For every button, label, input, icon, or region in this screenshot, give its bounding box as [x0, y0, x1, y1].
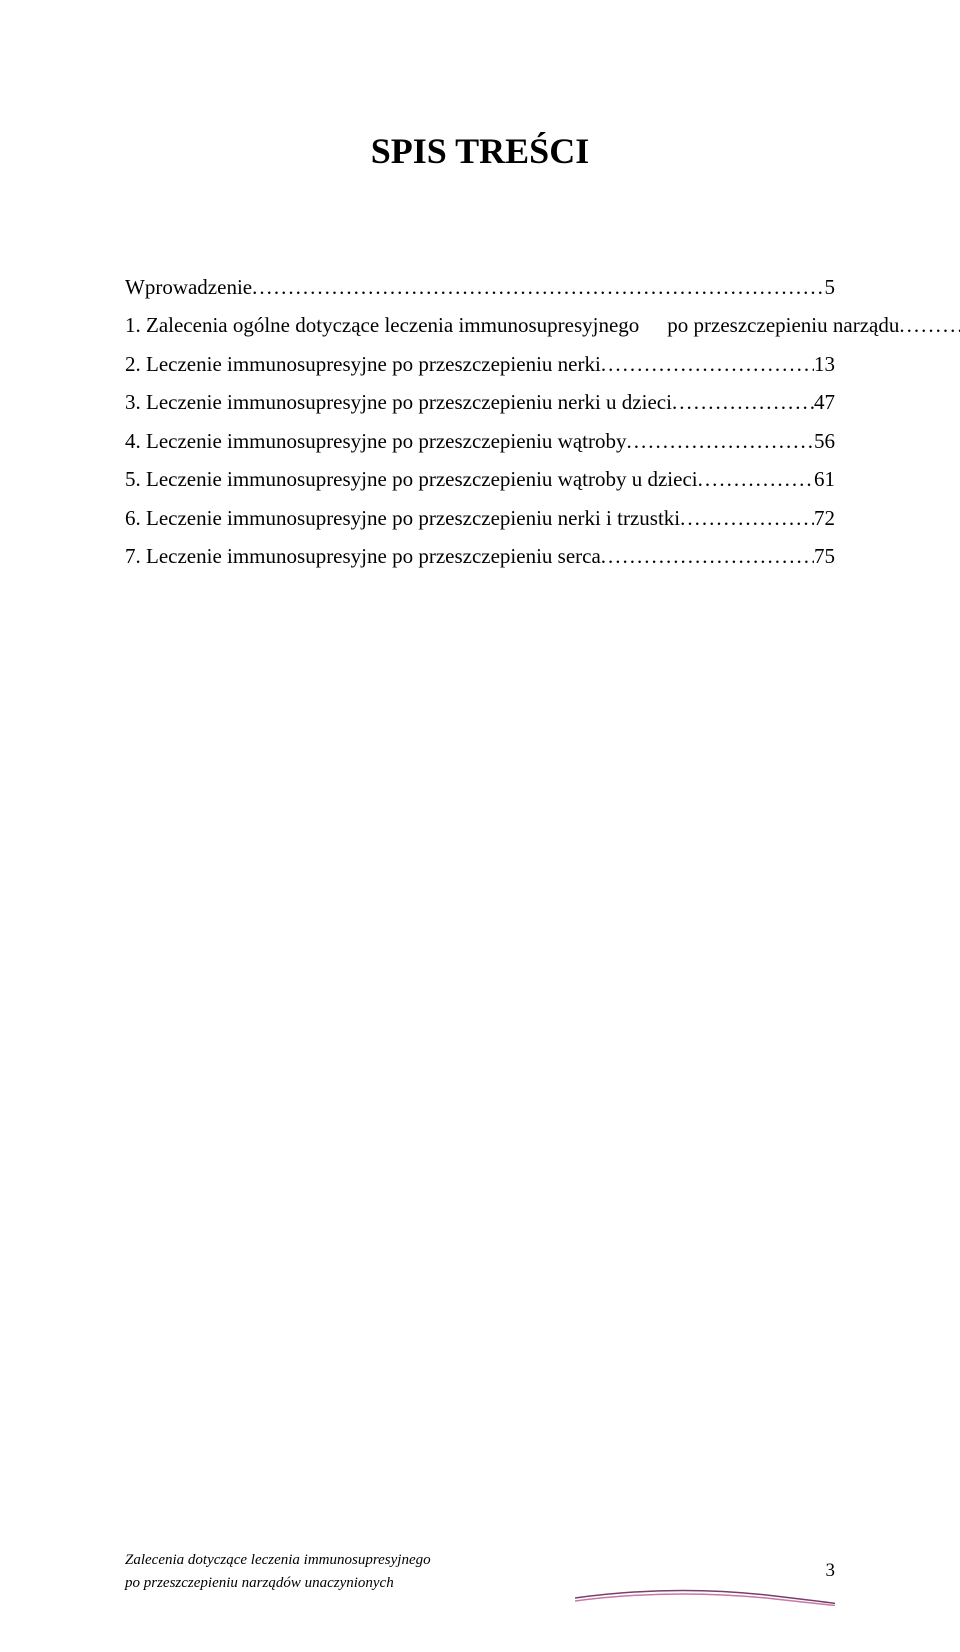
toc-entry: 7. Leczenie immunosupresyjne po przeszcz… — [125, 541, 835, 571]
toc-entry-page: 75 — [814, 541, 835, 571]
toc-entry-page: 5 — [825, 272, 836, 302]
toc-dots: ........................................… — [899, 310, 960, 340]
toc-entry: 2. Leczenie immunosupresyjne po przeszcz… — [125, 349, 835, 379]
toc-entry-label: 2. Leczenie immunosupresyjne po przeszcz… — [125, 349, 601, 379]
toc-entry-page: 13 — [814, 349, 835, 379]
toc-entry: 4. Leczenie immunosupresyjne po przeszcz… — [125, 426, 835, 456]
toc-entry: Wprowadzenie ...........................… — [125, 272, 835, 302]
toc-entry-label: Wprowadzenie — [125, 272, 252, 302]
toc-dots: ........................................… — [601, 541, 814, 571]
toc-dots: ........................................… — [252, 272, 824, 302]
toc-entry-label: 4. Leczenie immunosupresyjne po przeszcz… — [125, 426, 626, 456]
toc-dots: ........................................… — [680, 503, 814, 533]
footer-text: Zalecenia dotyczące leczenia immunosupre… — [125, 1549, 431, 1594]
toc-dots: ........................................… — [601, 349, 814, 379]
toc-entry-page: 47 — [814, 387, 835, 417]
toc-dots: ........................................… — [698, 464, 814, 494]
toc-entry-label: 6. Leczenie immunosupresyjne po przeszcz… — [125, 503, 680, 533]
page-title: SPIS TREŚCI — [125, 130, 835, 172]
toc-dots: ........................................… — [626, 426, 814, 456]
toc-entry: 1. Zalecenia ogólne dotyczące leczenia i… — [125, 310, 835, 340]
toc-entry: 3. Leczenie immunosupresyjne po przeszcz… — [125, 387, 835, 417]
footer-line-1: Zalecenia dotyczące leczenia immunosupre… — [125, 1549, 431, 1572]
toc-entry: 5. Leczenie immunosupresyjne po przeszcz… — [125, 464, 835, 494]
toc-dots: ........................................… — [672, 387, 814, 417]
toc-entry-page: 56 — [814, 426, 835, 456]
toc-container: Wprowadzenie ...........................… — [125, 272, 835, 572]
toc-entry-page: 72 — [814, 503, 835, 533]
toc-entry-label: po przeszczepieniu narządu — [639, 310, 899, 340]
toc-entry-label: 1. Zalecenia ogólne dotyczące leczenia i… — [125, 313, 639, 337]
toc-entry-page: 61 — [814, 464, 835, 494]
toc-entry-label: 3. Leczenie immunosupresyjne po przeszcz… — [125, 387, 672, 417]
toc-entry: 6. Leczenie immunosupresyjne po przeszcz… — [125, 503, 835, 533]
toc-entry-label: 7. Leczenie immunosupresyjne po przeszcz… — [125, 541, 601, 571]
toc-entry-label: 5. Leczenie immunosupresyjne po przeszcz… — [125, 464, 698, 494]
page-number: 3 — [826, 1560, 836, 1582]
page-footer: Zalecenia dotyczące leczenia immunosupre… — [125, 1549, 835, 1594]
footer-line-2: po przeszczepieniu narządów unaczynionyc… — [125, 1572, 431, 1595]
